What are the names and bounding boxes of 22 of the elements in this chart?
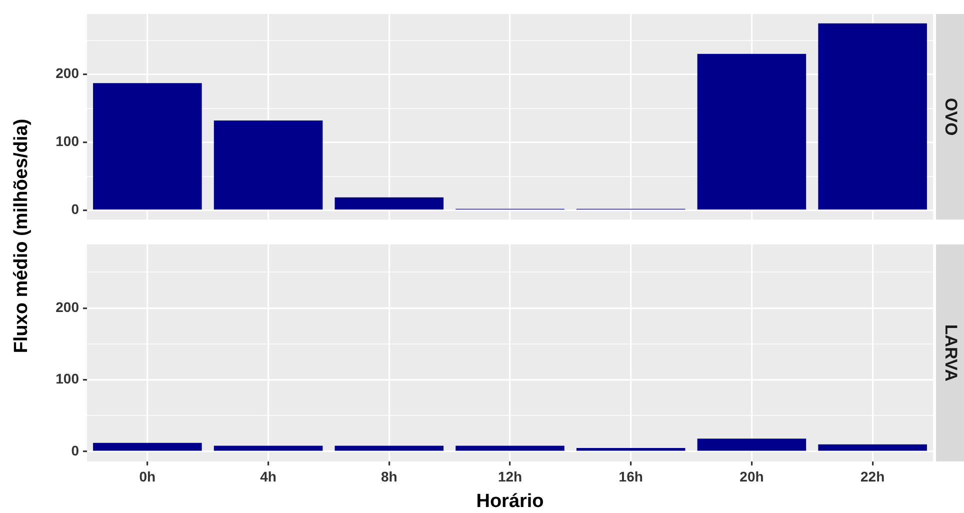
bar <box>214 120 323 210</box>
x-tick-label: 22h <box>860 468 885 485</box>
y-tick-label: 0 <box>71 442 80 458</box>
y-tick-label: 0 <box>71 201 80 218</box>
x-tick-label: 8h <box>380 468 398 485</box>
x-tick-label: 12h <box>498 468 522 485</box>
y-axis-title: Fluxo médio (milhões/dia) <box>11 118 33 354</box>
bar <box>334 197 444 210</box>
text: LARVA <box>941 324 960 382</box>
bar <box>697 54 806 210</box>
bar <box>818 23 927 210</box>
x-tick-label: 4h <box>260 468 276 485</box>
y-tick-label: 100 <box>56 370 80 387</box>
y-tick-label: 200 <box>56 65 80 82</box>
y-tick-label: 200 <box>56 298 80 315</box>
x-tick-label: 16h <box>618 468 643 485</box>
x-tick-label: 20h <box>740 468 764 485</box>
x-axis-title: Horário <box>476 490 544 512</box>
text: OVO <box>941 98 960 136</box>
x-tick-label: 0h <box>139 468 156 485</box>
bar <box>93 83 202 210</box>
y-tick-label: 100 <box>56 133 80 150</box>
